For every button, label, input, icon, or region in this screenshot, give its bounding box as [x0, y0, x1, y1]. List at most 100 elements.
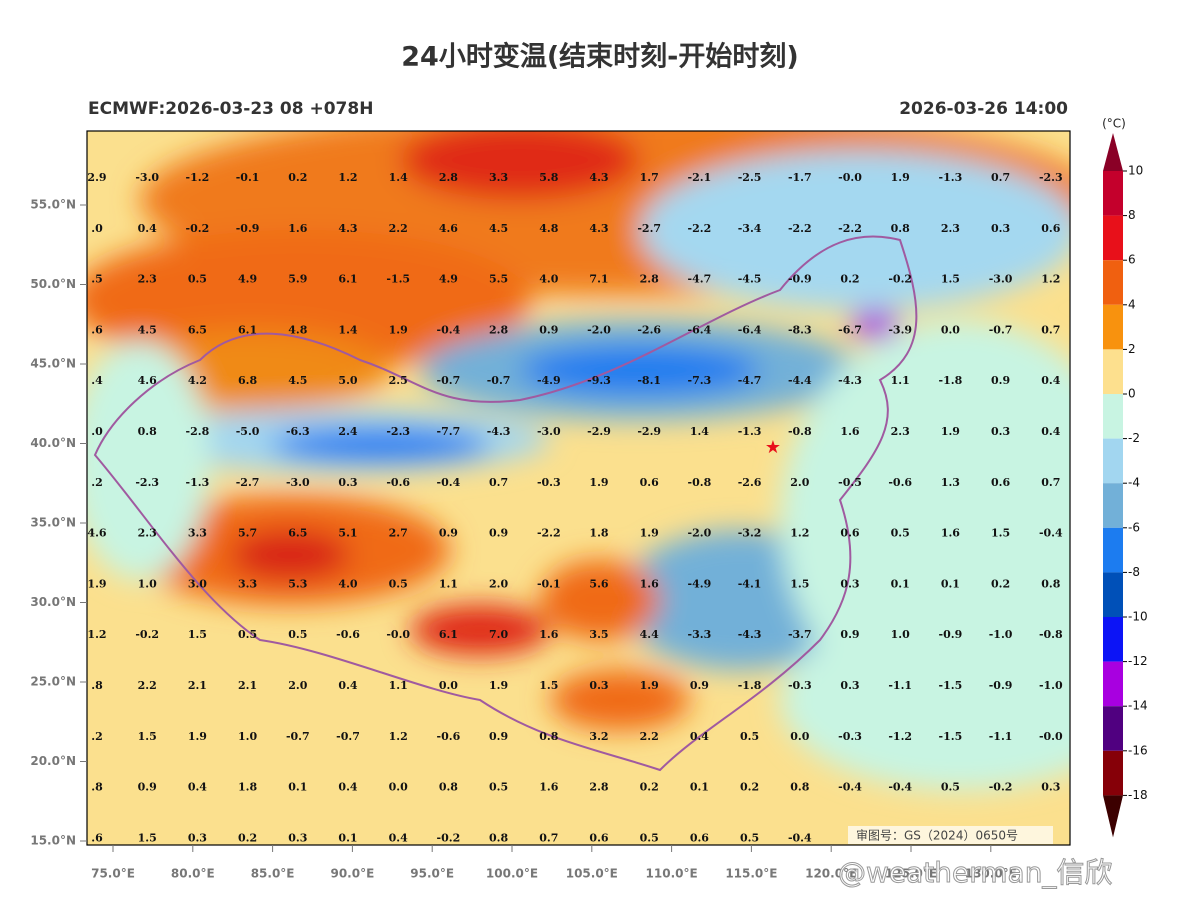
grid-value: 3.3	[188, 527, 207, 540]
grid-value: -0.2	[186, 222, 210, 235]
colorbar-label: 6	[1128, 253, 1136, 267]
grid-value: -0.3	[838, 730, 862, 743]
lon-tick-label: 85.0°E	[251, 867, 295, 881]
grid-value: -2.1	[688, 171, 712, 184]
grid-value: 0.5	[288, 628, 307, 641]
grid-value: -0.4	[437, 476, 461, 489]
grid-value: -1.5	[939, 730, 963, 743]
grid-value: -2.3	[135, 476, 159, 489]
grid-value: 1.9	[87, 577, 106, 590]
grid-value: 0.6	[991, 476, 1010, 489]
grid-value: 0.6	[840, 527, 859, 540]
grid-value: 0.0	[389, 781, 408, 794]
grid-value: 0.4	[690, 730, 709, 743]
grid-value: 1.2	[790, 527, 809, 540]
grid-value: -0.7	[336, 730, 360, 743]
grid-value: -0.4	[1039, 527, 1063, 540]
grid-value: 5.9	[288, 273, 307, 286]
grid-value: -2.6	[738, 476, 762, 489]
grid-value: 0.5	[238, 628, 257, 641]
grid-value: 1.4	[338, 323, 357, 336]
grid-value: -2.3	[386, 425, 410, 438]
colorbar-band	[1103, 260, 1123, 305]
grid-value: -6.4	[738, 323, 762, 336]
grid-value: 4.6	[138, 374, 157, 387]
grid-value: -3.2	[738, 527, 762, 540]
grid-value: .4	[91, 374, 103, 387]
grid-value: -0.7	[989, 323, 1013, 336]
grid-value: 0.7	[1041, 323, 1060, 336]
grid-value: -0.4	[788, 831, 812, 844]
watermark: @weatherman_信欣	[838, 856, 1112, 889]
grid-value: 2.8	[489, 323, 508, 336]
grid-value: 0.5	[740, 730, 759, 743]
grid-value: 0.9	[991, 374, 1010, 387]
grid-value: .8	[91, 781, 103, 794]
grid-value: -4.9	[537, 374, 561, 387]
grid-value: 6.1	[439, 628, 458, 641]
grid-value: -2.3	[1039, 171, 1063, 184]
grid-value: -0.0	[838, 171, 862, 184]
grid-value: -3.0	[989, 273, 1013, 286]
grid-value: 1.1	[439, 577, 458, 590]
grid-value: 5.1	[338, 527, 357, 540]
grid-value: -0.9	[788, 273, 812, 286]
grid-value: -0.2	[437, 831, 461, 844]
grid-value: -1.8	[939, 374, 963, 387]
colorbar-band	[1103, 572, 1123, 617]
grid-value: -1.7	[788, 171, 812, 184]
grid-value: 2.7	[389, 527, 408, 540]
grid-value: -1.3	[186, 476, 210, 489]
grid-value: 1.5	[188, 628, 207, 641]
grid-value: -4.1	[738, 577, 762, 590]
grid-value: 0.1	[338, 831, 357, 844]
grid-value: 2.0	[489, 577, 508, 590]
grid-value: 1.4	[389, 171, 408, 184]
grid-value: -2.9	[587, 425, 611, 438]
grid-value: 0.2	[288, 171, 307, 184]
grid-value: 0.9	[840, 628, 859, 641]
grid-value: 1.9	[941, 425, 960, 438]
grid-value: -0.3	[788, 679, 812, 692]
grid-value: 0.2	[991, 577, 1010, 590]
grid-value: 1.4	[690, 425, 709, 438]
grid-value: -3.9	[888, 323, 912, 336]
grid-value: 0.5	[941, 781, 960, 794]
grid-value: 2.8	[640, 273, 659, 286]
grid-value: -0.9	[939, 628, 963, 641]
grid-value: 2.3	[138, 273, 157, 286]
grid-value: 3.5	[589, 628, 608, 641]
model-run: ECMWF:2026-03-23 08 +078H	[88, 99, 373, 119]
lon-tick-label: 125.0°E	[885, 867, 937, 881]
grid-value: 0.3	[991, 425, 1010, 438]
grid-value: 0.4	[188, 781, 207, 794]
map-frame	[86, 130, 1071, 846]
grid-value: 0.0	[790, 730, 809, 743]
grid-value: 4.3	[338, 222, 357, 235]
grid-value: -4.7	[738, 374, 762, 387]
grid-value: -3.0	[537, 425, 561, 438]
grid-value: 4.9	[439, 273, 458, 286]
grid-value: 0.5	[640, 831, 659, 844]
grid-value: 1.2	[87, 628, 106, 641]
grid-value: -2.2	[838, 222, 862, 235]
colorbar-band	[1103, 394, 1123, 439]
grid-value: -4.7	[688, 273, 712, 286]
grid-value: -1.0	[1039, 679, 1063, 692]
colorbar-band	[1103, 706, 1123, 751]
grid-value: 1.0	[238, 730, 257, 743]
lat-tick-label: 20.0°N	[30, 754, 76, 768]
grid-value: 1.0	[891, 628, 910, 641]
grid-value: 0.3	[338, 476, 357, 489]
grid-value: 5.6	[589, 577, 608, 590]
grid-value: 1.9	[589, 476, 608, 489]
grid-value: 1.6	[539, 781, 558, 794]
grid-value: -3.4	[738, 222, 762, 235]
lon-tick-label: 95.0°E	[410, 867, 454, 881]
grid-value: 1.5	[138, 831, 157, 844]
grid-value: 0.5	[389, 577, 408, 590]
grid-value: 0.1	[891, 577, 910, 590]
colorbar-label: -4	[1128, 476, 1140, 490]
grid-value: 2.0	[790, 476, 809, 489]
